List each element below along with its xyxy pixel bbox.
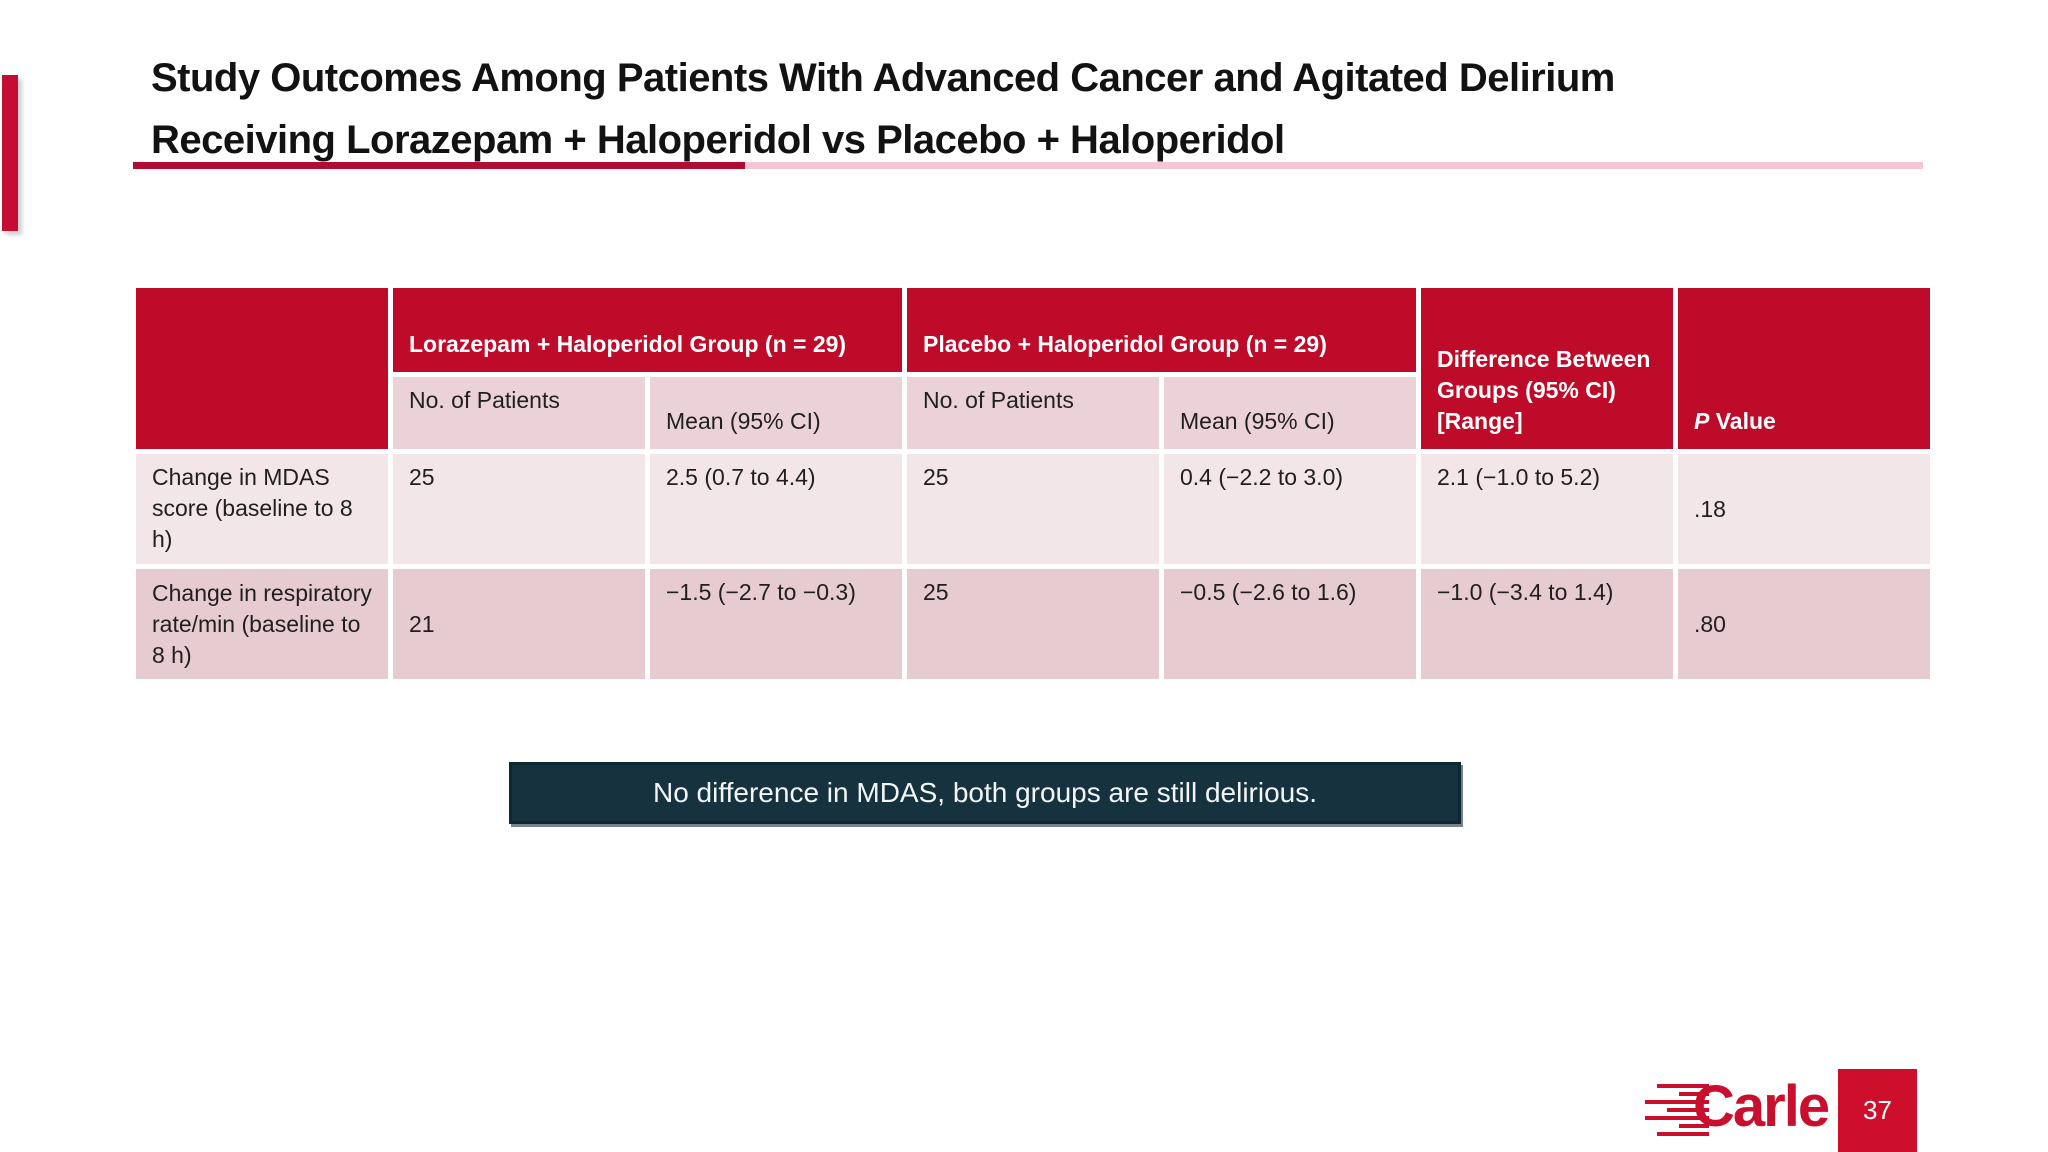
cell-resp-lorazepam-mean: −1.5 (−2.7 to −0.3) [650,569,902,679]
group-header-lorazepam: Lorazepam + Haloperidol Group (n = 29) [393,288,902,372]
page-title: Study Outcomes Among Patients With Advan… [151,47,1871,171]
divider-dark-segment [133,162,745,169]
carle-logo: Carle [1645,1074,1830,1139]
row-label-respiratory: Change in respiratory rate/min (baseline… [136,569,388,679]
cell-resp-placebo-mean: −0.5 (−2.6 to 1.6) [1164,569,1416,679]
difference-header-line-2: Groups (95% CI) [1437,377,1616,403]
cell-resp-difference: −1.0 (−3.4 to 1.4) [1421,569,1673,679]
p-value-header-text: P Value [1694,408,1776,434]
cell-resp-p-value: .80 [1678,569,1930,679]
speed-lines-icon [1645,1084,1709,1136]
title-divider [133,162,1923,169]
cell-mdas-placebo-mean: 0.4 (−2.2 to 3.0) [1164,454,1416,564]
title-line-1: Study Outcomes Among Patients With Advan… [151,55,1615,100]
row-label-mdas: Change in MDAS score (baseline to 8 h) [136,454,388,564]
page-number: 37 [1863,1095,1892,1125]
outcomes-table: Lorazepam + Haloperidol Group (n = 29) P… [136,288,1930,679]
callout-text: No difference in MDAS, both groups are s… [652,777,1318,808]
difference-header-line-1: Difference Between [1437,346,1651,372]
column-header-difference: Difference Between Groups (95% CI) [Rang… [1421,288,1673,449]
difference-header-line-3: [Range] [1437,408,1523,434]
column-header-p-value: P Value [1678,288,1930,449]
cell-mdas-placebo-n: 25 [907,454,1159,564]
cell-mdas-p-value: .18 [1678,454,1930,564]
title-line-2: Receiving Lorazepam + Haloperidol vs Pla… [151,117,1285,162]
carle-logo-text: Carle [1693,1074,1830,1139]
cell-mdas-lorazepam-mean: 2.5 (0.7 to 4.4) [650,454,902,564]
cell-mdas-lorazepam-n: 25 [393,454,645,564]
subheader-placebo-patients: No. of Patients [907,377,1159,449]
subheader-lorazepam-patients: No. of Patients [393,377,645,449]
left-accent-bar [2,75,18,231]
cell-resp-placebo-n: 25 [907,569,1159,679]
group-header-placebo: Placebo + Haloperidol Group (n = 29) [907,288,1416,372]
cell-mdas-difference: 2.1 (−1.0 to 5.2) [1421,454,1673,564]
page-number-badge: 37 [1838,1069,1917,1152]
subheader-lorazepam-mean: Mean (95% CI) [650,377,902,449]
divider-light-segment [745,162,1923,169]
table-corner-cell [136,288,388,449]
cell-resp-lorazepam-n: 21 [393,569,645,679]
subheader-placebo-mean: Mean (95% CI) [1164,377,1416,449]
callout-banner: No difference in MDAS, both groups are s… [509,762,1461,824]
